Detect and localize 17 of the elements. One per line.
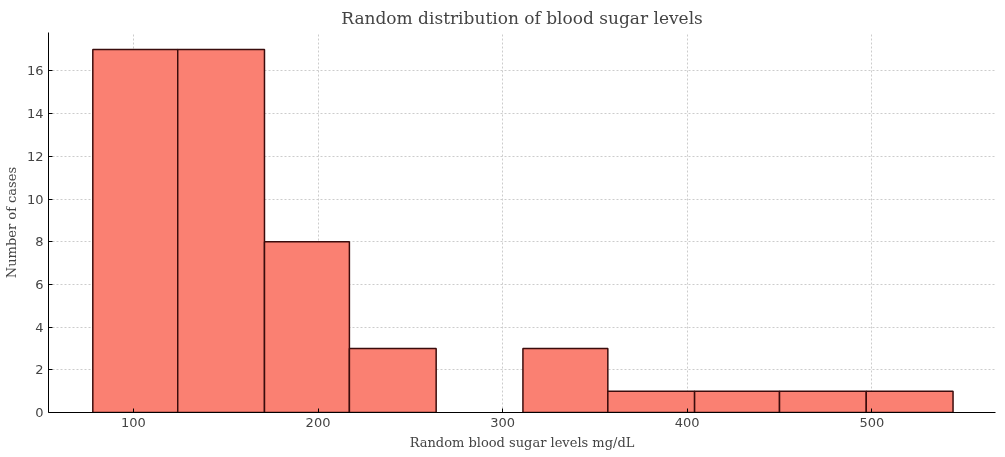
- y-tick-label: 0: [35, 405, 44, 420]
- y-tick-label: 14: [26, 106, 44, 122]
- y-tick-label: 8: [35, 234, 44, 250]
- y-tick-label: 2: [35, 362, 44, 378]
- x-tick-label: 100: [121, 414, 146, 430]
- chart-title: Random distribution of blood sugar levels: [341, 7, 703, 28]
- y-tick-label: 16: [26, 63, 44, 79]
- x-tick-label: 300: [490, 414, 516, 430]
- x-tick-label: 500: [859, 414, 885, 430]
- x-tick-label: 400: [674, 414, 700, 430]
- y-tick-label: 6: [35, 276, 44, 292]
- y-tick-label: 4: [35, 319, 44, 335]
- y-tick-label: 12: [26, 148, 44, 164]
- y-tick-label: 10: [26, 191, 44, 207]
- x-tick-label: 200: [305, 414, 331, 430]
- y-axis-title: Number of cases: [3, 166, 19, 279]
- x-axis-title: Random blood sugar levels mg/dL: [409, 434, 635, 450]
